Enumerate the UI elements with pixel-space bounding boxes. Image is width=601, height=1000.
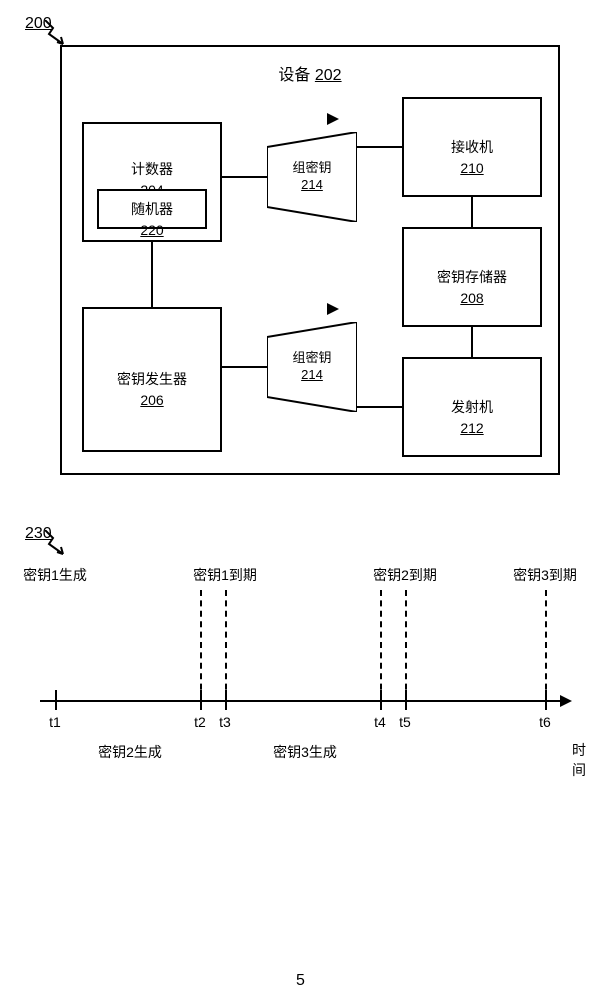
counter-box: 计数器 204 随机器 220 bbox=[82, 122, 222, 242]
arrow-bottom-trap bbox=[327, 303, 339, 315]
label-key2-gen: 密钥2生成 bbox=[98, 742, 162, 762]
receiver-box: 接收机 210 bbox=[402, 97, 542, 197]
tick-label-t2: t2 bbox=[194, 714, 206, 730]
time-axis-arrow bbox=[560, 695, 572, 707]
page-number: 5 bbox=[296, 972, 305, 990]
figure-230-zigzag bbox=[45, 530, 67, 556]
random-box: 随机器 220 bbox=[97, 189, 207, 229]
line-keygen-trap bbox=[222, 366, 267, 368]
arrow-top-trap bbox=[327, 113, 339, 125]
tick-label-t4: t4 bbox=[374, 714, 386, 730]
tick-label-t5: t5 bbox=[399, 714, 411, 730]
dash-t5 bbox=[405, 590, 407, 700]
group-key-bottom: 组密钥 214 bbox=[267, 322, 357, 412]
line-keystore-transmit bbox=[471, 327, 473, 357]
dash-t3 bbox=[225, 590, 227, 700]
device-title: 设备 202 bbox=[278, 61, 341, 85]
group-key-top: 组密钥 214 bbox=[267, 132, 357, 222]
label-key2-exp: 密钥2到期 bbox=[373, 565, 437, 585]
line-receiver-keystore bbox=[471, 197, 473, 227]
dash-t4 bbox=[380, 590, 382, 700]
dash-t2 bbox=[200, 590, 202, 700]
time-axis-label: 时间 bbox=[572, 740, 586, 780]
device-box: 设备 202 计数器 204 随机器 220 密钥发生器 206 bbox=[60, 45, 560, 475]
tick-t1 bbox=[55, 690, 57, 710]
line-trap-transmit bbox=[357, 406, 402, 408]
figure-200-zigzag bbox=[45, 20, 67, 46]
label-key3-exp: 密钥3到期 bbox=[513, 565, 577, 585]
line-trap-receiver bbox=[357, 146, 402, 148]
line-counter-keygen bbox=[151, 242, 153, 307]
time-axis bbox=[40, 700, 560, 702]
label-key1-gen: 密钥1生成 bbox=[23, 565, 87, 585]
tick-label-t6: t6 bbox=[539, 714, 551, 730]
dash-t6 bbox=[545, 590, 547, 700]
line-counter-trap bbox=[222, 176, 267, 178]
label-key1-exp: 密钥1到期 bbox=[193, 565, 257, 585]
keygen-box: 密钥发生器 206 bbox=[82, 307, 222, 452]
tick-label-t1: t1 bbox=[49, 714, 61, 730]
tick-label-t3: t3 bbox=[219, 714, 231, 730]
keystore-box: 密钥存储器 208 bbox=[402, 227, 542, 327]
transmitter-box: 发射机 212 bbox=[402, 357, 542, 457]
label-key3-gen: 密钥3生成 bbox=[273, 742, 337, 762]
